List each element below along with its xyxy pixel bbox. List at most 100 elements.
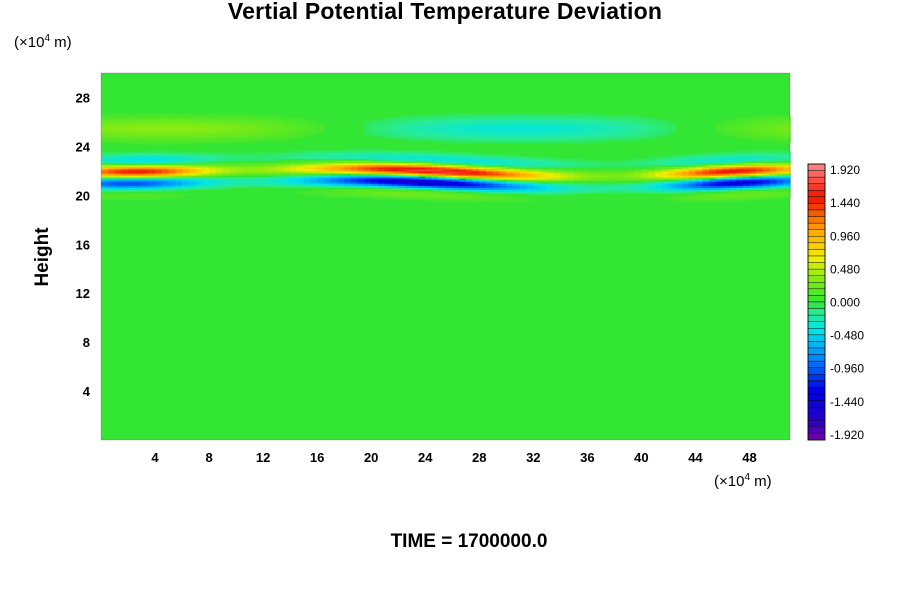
heatmap-cell [722, 168, 730, 172]
heatmap-cell [580, 174, 588, 178]
heatmap-cell [492, 187, 501, 190]
heatmap-cell [688, 179, 697, 182]
heatmap-cell [749, 150, 757, 154]
heatmap-cell [168, 156, 176, 160]
heatmap-cell [141, 138, 149, 141]
heatmap-cell [749, 119, 757, 123]
heatmap-cell [742, 193, 751, 196]
heatmap-cell [715, 128, 724, 131]
heatmap-cell [337, 193, 345, 196]
heatmap-cell [661, 185, 670, 188]
heatmap-cell [546, 160, 555, 164]
heatmap-cell [121, 156, 129, 160]
heatmap-cell [735, 179, 744, 182]
heatmap-cell [607, 160, 615, 164]
heatmap-cell [364, 126, 372, 129]
heatmap-cell [141, 189, 149, 192]
heatmap-cell [357, 164, 366, 168]
heatmap-cell [783, 154, 791, 158]
heatmap-cell [722, 123, 730, 127]
heatmap-cell [783, 166, 791, 170]
heatmap-cell [418, 164, 426, 168]
heatmap-cell [567, 183, 575, 186]
heatmap-cell [350, 170, 359, 174]
heatmap-cell [607, 138, 615, 141]
heatmap-cell [607, 185, 615, 188]
heatmap-cell [438, 164, 447, 168]
heatmap-cell [607, 164, 615, 168]
heatmap-cell [587, 140, 595, 143]
heatmap-cell [614, 185, 622, 188]
heatmap-cell [546, 128, 555, 131]
heatmap-cell [256, 123, 264, 127]
heatmap-cell [371, 193, 379, 196]
heatmap-cell [634, 134, 642, 137]
heatmap-cell [587, 128, 595, 131]
heatmap-cell [431, 154, 440, 158]
heatmap-cell [607, 123, 615, 127]
heatmap-cell [607, 187, 615, 190]
heatmap-cell [121, 154, 129, 158]
heatmap-cell [479, 181, 487, 184]
heatmap-cell [242, 176, 251, 180]
heatmap-cell [236, 140, 244, 143]
heatmap-cell [465, 130, 474, 133]
heatmap-cell [290, 174, 298, 178]
heatmap-cell [668, 187, 676, 190]
heatmap-cell [269, 172, 278, 176]
heatmap-cell [641, 162, 649, 166]
heatmap-cell [499, 189, 507, 192]
heatmap-cell [425, 162, 433, 166]
heatmap-cell [526, 168, 534, 172]
heatmap-cell [594, 140, 602, 143]
heatmap-cell [161, 150, 170, 154]
heatmap-cell [209, 132, 217, 135]
heatmap-cell [330, 191, 339, 194]
heatmap-cell [513, 189, 521, 192]
heatmap-cell [161, 123, 170, 127]
heatmap-cell [465, 132, 474, 135]
heatmap-cell [560, 187, 568, 190]
heatmap-cell [553, 119, 561, 123]
heatmap-cell [431, 123, 440, 127]
heatmap-cell [648, 174, 656, 178]
heatmap-cell [438, 154, 447, 158]
heatmap-cell [621, 115, 629, 119]
heatmap-cell [175, 187, 183, 190]
colorbar-segment [807, 190, 826, 198]
heatmap-cell [182, 152, 190, 156]
heatmap-cell [310, 191, 318, 194]
heatmap-cell [472, 121, 480, 125]
heatmap-cell [553, 138, 561, 141]
heatmap-cell [749, 158, 757, 162]
heatmap-cell [722, 160, 730, 164]
heatmap-cell [377, 128, 386, 131]
heatmap-cell [418, 154, 426, 158]
heatmap-cell [499, 158, 507, 162]
heatmap-cell [533, 164, 541, 168]
heatmap-cell [627, 134, 636, 137]
heatmap-cell [195, 176, 203, 180]
heatmap-cell [654, 181, 663, 184]
heatmap-cell [702, 199, 710, 203]
heatmap-cell [783, 168, 791, 172]
heatmap-cell [404, 136, 413, 139]
heatmap-cell [101, 185, 109, 188]
heatmap-cell [101, 130, 109, 133]
chart-title: Vertial Potential Temperature Deviation [227, 0, 663, 24]
heatmap-cell [688, 164, 697, 168]
heatmap-cell [364, 174, 372, 178]
heatmap-cell [155, 115, 163, 119]
heatmap-cell [459, 130, 467, 133]
heatmap-cell [296, 156, 305, 160]
heatmap-cell [749, 170, 757, 174]
heatmap-cell [526, 187, 534, 190]
heatmap-cell [175, 140, 183, 143]
heatmap-cell [776, 150, 784, 154]
heatmap-cell [175, 185, 183, 188]
heatmap-cell [222, 130, 230, 133]
heatmap-cell [236, 121, 244, 125]
heatmap-cell [337, 174, 345, 178]
heatmap-cell [418, 187, 426, 190]
